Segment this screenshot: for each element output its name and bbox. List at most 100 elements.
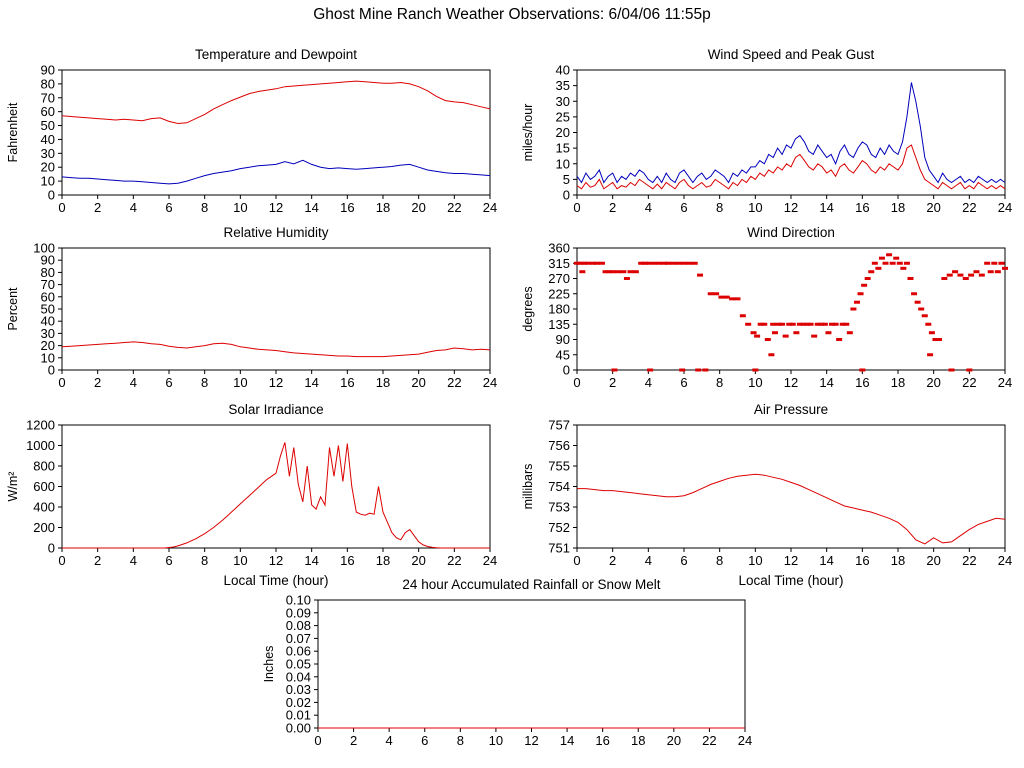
- relative-humidity-ytick-label: 0: [48, 363, 55, 378]
- wind-speed-gust-xtick-label: 8: [716, 200, 723, 215]
- scatter-dash: [627, 270, 634, 274]
- rainfall-ylabel: Inches: [262, 646, 276, 683]
- scatter-dash: [853, 300, 860, 304]
- wind-speed-gust-series-peak-gust: [576, 82, 1006, 184]
- scatter-dash: [957, 273, 964, 277]
- rainfall-ytick-label: 0.06: [286, 644, 311, 659]
- wind-direction-xtick-label: 8: [716, 375, 723, 390]
- air-pressure-xtick-label: 24: [998, 553, 1012, 568]
- air-pressure-xtick-label: 4: [645, 553, 652, 568]
- scatter-dash: [609, 270, 616, 274]
- scatter-dash: [994, 270, 1001, 274]
- scatter-dash: [739, 314, 746, 318]
- rainfall-xtick-label: 24: [738, 733, 752, 748]
- temperature-dewpoint-ytick-label: 10: [41, 174, 55, 189]
- solar-irradiance-ytick-label: 1200: [26, 418, 55, 433]
- solar-irradiance-xtick-label: 8: [201, 553, 208, 568]
- relative-humidity-ytick-label: 50: [41, 302, 55, 317]
- scatter-dash: [946, 273, 953, 277]
- scatter-dash: [861, 283, 868, 287]
- scatter-dash: [764, 338, 771, 341]
- wind-speed-gust-xtick-label: 22: [962, 200, 976, 215]
- scatter-dash: [839, 322, 846, 326]
- rainfall-xtick-label: 22: [702, 733, 716, 748]
- wind-direction-ytick-label: 180: [548, 302, 570, 317]
- air-pressure-ytick-label: 751: [548, 541, 570, 556]
- wind-speed-gust-xtick-label: 16: [855, 200, 869, 215]
- air-pressure-ytick-label: 755: [548, 459, 570, 474]
- rainfall-xtick-label: 8: [457, 733, 464, 748]
- wind-speed-gust-xtick-label: 4: [645, 200, 652, 215]
- rainfall-ytick-label: 0.02: [286, 695, 311, 710]
- air-pressure-xtick-label: 12: [784, 553, 798, 568]
- rainfall-xtick-label: 2: [350, 733, 357, 748]
- relative-humidity-xtick-label: 24: [483, 375, 497, 390]
- temperature-dewpoint-xtick-label: 18: [376, 200, 390, 215]
- wind-direction-series-direction: [574, 253, 1008, 372]
- temperature-dewpoint-xtick-label: 2: [94, 200, 101, 215]
- scatter-dash: [686, 261, 693, 265]
- relative-humidity-ytick-label: 10: [41, 350, 55, 365]
- scatter-dash: [638, 261, 645, 265]
- solar-irradiance-title: Solar Irradiance: [228, 402, 323, 417]
- scatter-dash: [775, 322, 782, 326]
- rainfall-ytick-label: 0.09: [286, 605, 311, 620]
- wind-speed-gust-ytick-label: 5: [563, 172, 570, 187]
- solar-irradiance-ytick-label: 200: [33, 520, 55, 535]
- air-pressure-xtick-label: 18: [891, 553, 905, 568]
- temperature-dewpoint-ytick-label: 0: [48, 188, 55, 203]
- scatter-dash: [843, 322, 850, 326]
- rainfall-ytick-label: 0.08: [286, 618, 311, 633]
- wind-speed-gust-xtick-label: 10: [748, 200, 762, 215]
- scatter-dash: [757, 322, 764, 326]
- scatter-dash: [615, 270, 622, 274]
- air-pressure-xtick-label: 22: [962, 553, 976, 568]
- rainfall-ytick-label: 0.05: [286, 657, 311, 672]
- scatter-dash: [632, 270, 639, 274]
- temperature-dewpoint-ytick-label: 60: [41, 104, 55, 119]
- scatter-dash: [829, 322, 836, 326]
- air-pressure-xtick-label: 0: [573, 553, 580, 568]
- scatter-dash: [641, 261, 648, 265]
- scatter-dash: [818, 322, 825, 326]
- scatter-dash: [987, 270, 994, 274]
- wind-speed-gust-xtick-label: 0: [573, 200, 580, 215]
- temperature-dewpoint-ytick-label: 50: [41, 118, 55, 133]
- scatter-dash: [602, 270, 609, 274]
- wind-direction-xtick-label: 12: [784, 375, 798, 390]
- relative-humidity-ytick-label: 70: [41, 277, 55, 292]
- scatter-dash: [914, 300, 921, 304]
- scatter-dash: [893, 256, 900, 260]
- scatter-dash: [664, 261, 671, 265]
- scatter-dash: [681, 261, 687, 265]
- air-pressure-ytick-label: 754: [548, 479, 570, 494]
- scatter-dash: [962, 277, 969, 280]
- scatter-dash: [807, 322, 814, 326]
- wind-direction-ytick-label: 45: [556, 347, 570, 362]
- wind-direction-xtick-label: 14: [819, 375, 833, 390]
- relative-humidity-xtick-label: 14: [304, 375, 318, 390]
- scatter-dash: [868, 270, 875, 274]
- scatter-dash: [911, 292, 918, 296]
- relative-humidity-ytick-label: 60: [41, 289, 55, 304]
- wind-speed-gust-ytick-label: 10: [556, 156, 570, 171]
- relative-humidity-xtick-label: 8: [201, 375, 208, 390]
- scatter-dash: [875, 266, 882, 270]
- scatter-dash: [723, 295, 730, 299]
- temperature-dewpoint-xtick-label: 4: [130, 200, 137, 215]
- solar-irradiance-ylabel: W/m²: [6, 472, 20, 502]
- solar-irradiance-xtick-label: 0: [58, 553, 65, 568]
- air-pressure-series-pressure: [577, 473, 1006, 545]
- wind-direction-title: Wind Direction: [747, 225, 835, 240]
- temperature-dewpoint-ytick-label: 80: [41, 76, 55, 91]
- wind-speed-gust-title: Wind Speed and Peak Gust: [708, 47, 875, 62]
- wind-direction-ytick-label: 0: [563, 363, 570, 378]
- scatter-dash: [761, 322, 768, 326]
- scatter-dash: [871, 261, 878, 265]
- solar-irradiance-series-irradiance: [62, 442, 490, 549]
- solar-irradiance-xtick-label: 4: [130, 553, 137, 568]
- scatter-dash: [928, 331, 935, 335]
- temperature-dewpoint-xtick-label: 6: [165, 200, 172, 215]
